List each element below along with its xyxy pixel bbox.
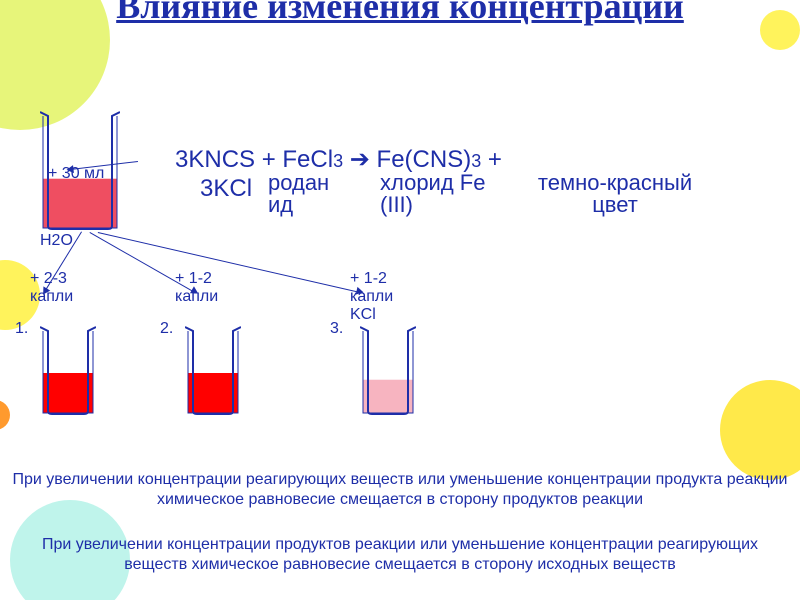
num-2: 2. [160,320,173,338]
slide-title: Влияние изменения концентрации [0,0,800,26]
b2-label: + 1-2 капли [175,270,255,307]
eq-3kcl: 3KCl [200,175,252,203]
num-1: 1. [15,320,28,338]
eq-sub1: 3 [333,151,343,171]
beaker-icon [360,325,416,415]
beaker-icon [185,325,241,415]
b3-kcl: KCl [350,306,376,324]
eq-plus: + [488,146,502,173]
decor-circle [0,400,10,430]
decor-circle [720,380,800,480]
eq-arrow: ➔ [350,146,370,173]
eq-sub2: 3 [471,151,481,171]
b1-label: + 2-3 капли [30,270,110,307]
num-3: 3. [330,320,343,338]
main-beaker-label: + 30 мл [48,165,108,183]
slide-root: Влияние изменения концентрации 3KNCS + F… [0,0,800,600]
label-darkred: темно-красный цвет [530,172,700,216]
label-chlorid: хлорид Fe (III) [380,172,500,216]
main-beaker-h2o: H2O [40,232,73,250]
paragraph-1: При увеличении концентрации реагирующих … [10,470,790,510]
label-rodanid: родан ид [268,172,348,216]
b3-label: + 1-2 капли [350,270,430,307]
eq-lhs: 3KNCS + FeCl [175,146,333,173]
beaker-icon [40,325,96,415]
eq-rhs: Fe(CNS) [377,146,472,173]
paragraph-2: При увеличении концентрации продуктов ре… [10,535,790,575]
